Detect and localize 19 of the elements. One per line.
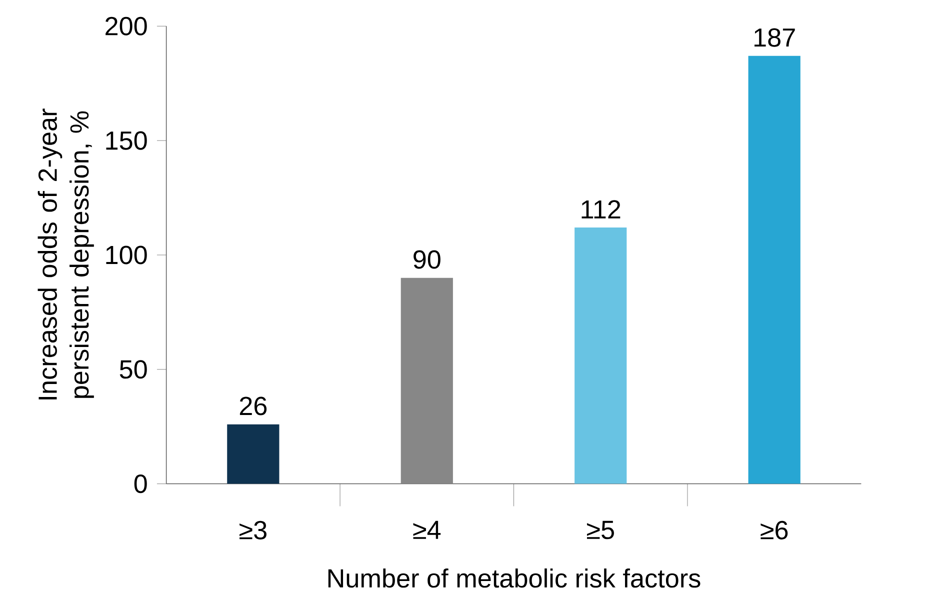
x-tick-label: ≥3 [240, 520, 266, 540]
bar [227, 424, 280, 484]
data-label: 187 [754, 28, 795, 47]
bar [574, 227, 627, 484]
x-tick-label: ≥6 [760, 520, 788, 540]
data-label: 112 [582, 200, 620, 218]
bar [400, 278, 453, 484]
bar [748, 56, 800, 484]
x-axis-title: Number of metabolic risk factors [328, 568, 700, 588]
data-label: 90 [414, 250, 440, 269]
y-tick-label: 50 [120, 360, 147, 378]
y-tick-label: 200 [106, 16, 147, 36]
x-tick-label: ≥5 [586, 520, 614, 539]
data-label: 26 [240, 396, 267, 416]
y-tick-label: 100 [106, 246, 147, 264]
y-tick-label: 0 [134, 474, 147, 493]
x-tick-label: ≥4 [413, 520, 441, 539]
y-axis-title: Increased odds of 2-year persistent depression, % [38, 108, 94, 400]
y-tick-label: 150 [106, 131, 147, 150]
